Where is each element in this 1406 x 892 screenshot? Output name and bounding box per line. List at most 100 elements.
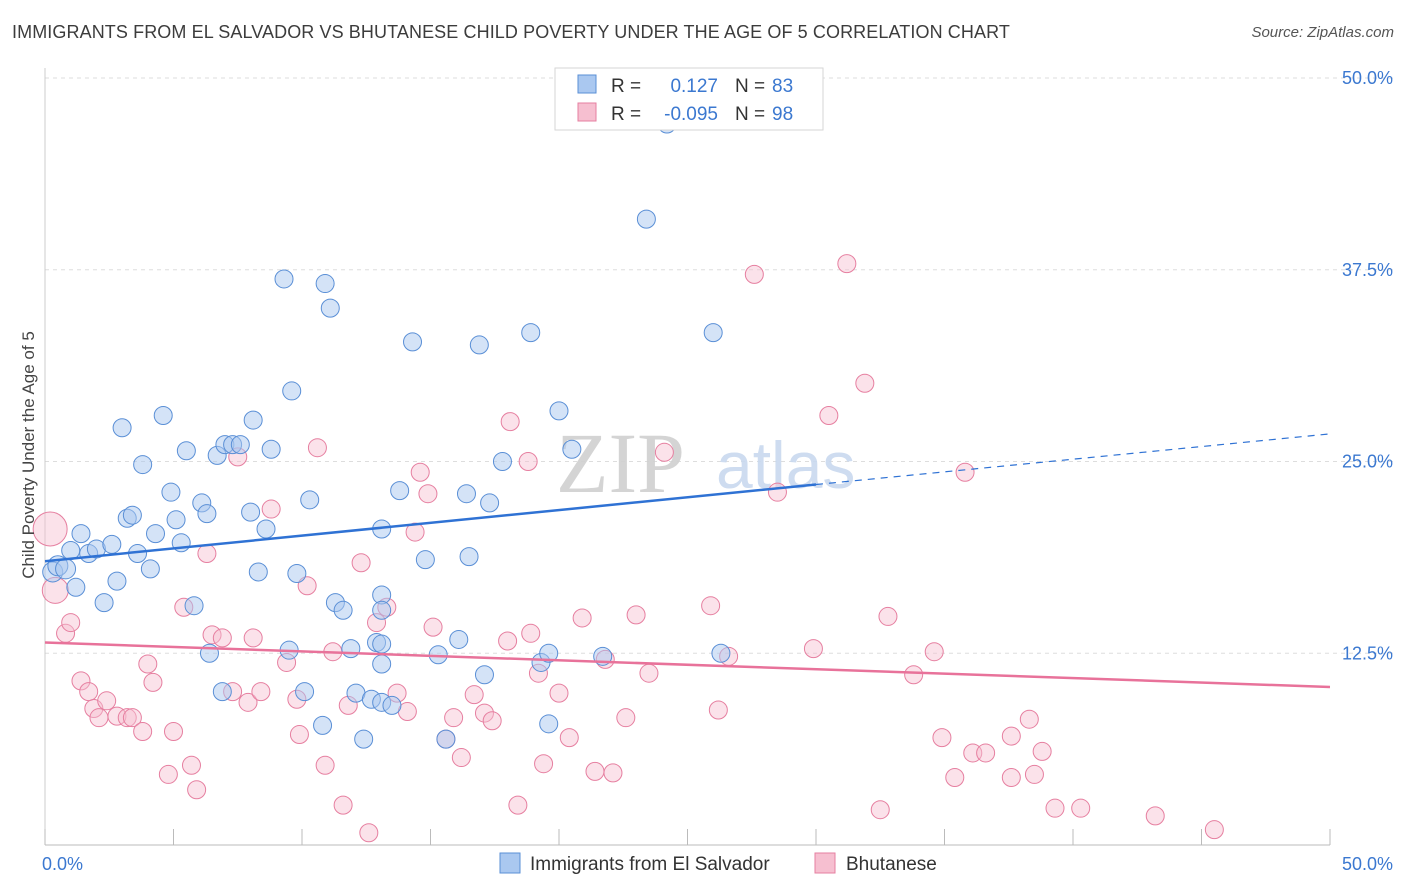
bhutanese-point [639, 663, 659, 683]
y-tick-label: 37.5% [1342, 260, 1393, 280]
el-salvador-point [146, 524, 166, 544]
el-salvador-point [166, 510, 186, 530]
el-salvador-point [449, 629, 469, 649]
el-salvador-point [315, 274, 335, 294]
el-salvador-point [436, 729, 456, 749]
el-salvador-point [282, 381, 302, 401]
bhutanese-point [1024, 764, 1044, 784]
bhutanese-point [1001, 726, 1021, 746]
bhutanese-point [837, 254, 857, 274]
el-salvador-point [55, 558, 77, 580]
el-salvador-point [71, 524, 91, 544]
bhutanese-point [243, 628, 263, 648]
y-tick-label: 25.0% [1342, 452, 1393, 472]
legend-n-value-1: 83 [772, 76, 793, 97]
bhutanese-point [855, 373, 875, 393]
el-salvador-point [197, 504, 217, 524]
el-salvador-point [153, 405, 173, 425]
series-legend-swatch-pink [814, 852, 836, 874]
series-legend-swatch-blue [499, 852, 521, 874]
bhutanese-point [61, 613, 81, 633]
el-salvador-point [415, 550, 435, 570]
tick-labels: 12.5% 25.0% 37.5% 50.0% 0.0% 50.0% [42, 68, 1393, 874]
watermark: ZIP atlas [556, 415, 855, 511]
bhutanese-point [508, 795, 528, 815]
bhutanese-point [744, 264, 764, 284]
bhutanese-points [32, 254, 1224, 843]
bhutanese-point [423, 617, 443, 637]
bhutanese-point [79, 682, 99, 702]
bhutanese-point [451, 748, 471, 768]
el-salvador-point [295, 682, 315, 702]
bhutanese-point [603, 763, 623, 783]
source-label: Source: ZipAtlas.com [1251, 24, 1394, 41]
bhutanese-point [870, 800, 890, 820]
trend-lines [44, 433, 1331, 689]
el-salvador-point [333, 600, 353, 620]
bhutanese-point [464, 685, 484, 705]
y-tick-label: 50.0% [1342, 68, 1393, 88]
el-salvador-point [230, 435, 250, 455]
bhutanese-point [518, 452, 538, 471]
el-salvador-point [372, 654, 392, 674]
el-salvador-point [320, 298, 340, 318]
legend-n-label-2: N = [735, 104, 765, 125]
bhutanese-point [289, 725, 309, 745]
el-salvador-point [184, 596, 204, 616]
el-salvador-point [341, 639, 361, 659]
el-salvador-point [313, 715, 333, 735]
el-salvador-point [241, 502, 261, 522]
el-salvador-point [256, 519, 276, 539]
el-salvador-point [112, 418, 132, 438]
x-tick-label: 0.0% [42, 854, 83, 874]
bhutanese-point [97, 691, 117, 711]
legend-r-value-1: 0.127 [670, 76, 718, 97]
el-salvador-point [248, 562, 268, 582]
el-salvador-point [274, 269, 294, 289]
bhutanese-point [654, 442, 674, 462]
bhutanese-point [1045, 798, 1065, 818]
el-salvador-point [469, 335, 489, 355]
bhutanese-point [521, 623, 541, 643]
watermark-zip: ZIP [556, 415, 685, 511]
el-salvador-point [212, 682, 232, 702]
bhutanese-point [297, 576, 317, 596]
bhutanese-point [107, 706, 127, 726]
stats-legend: R = 0.127 N = 83 R = -0.095 N = 98 [554, 67, 824, 131]
legend-r-value-2: -0.095 [664, 104, 718, 125]
bhutanese-point [819, 405, 839, 425]
el-salvador-point [456, 484, 476, 504]
el-salvador-trend-extension [815, 433, 1331, 486]
bhutanese-point [572, 608, 592, 628]
bhutanese-point [585, 761, 605, 781]
bhutanese-point [164, 721, 183, 741]
el-salvador-point [102, 534, 122, 554]
bhutanese-point [482, 711, 502, 731]
bhutanese-point [238, 692, 258, 712]
bhutanese-point [878, 606, 898, 626]
el-salvador-point [133, 455, 153, 475]
legend-swatch-pink [577, 102, 597, 122]
bhutanese-point [212, 628, 232, 648]
bhutanese-point [1032, 741, 1052, 761]
bhutanese-point [955, 462, 975, 482]
bhutanese-point [143, 672, 163, 692]
bhutanese-point [359, 823, 379, 843]
el-salvador-point [521, 323, 541, 343]
bhutanese-point [904, 665, 924, 685]
el-salvador-point [703, 323, 723, 343]
series-legend-label-1: Immigrants from El Salvador [530, 854, 770, 875]
legend-n-label-1: N = [735, 76, 765, 97]
bhutanese-point [71, 671, 91, 691]
bhutanese-point [405, 522, 425, 542]
bhutanese-point [315, 755, 335, 775]
el-salvador-point [562, 439, 582, 459]
bhutanese-point [701, 596, 721, 616]
el-salvador-point [300, 490, 320, 510]
el-salvador-point [459, 547, 479, 567]
bhutanese-point [1145, 806, 1165, 826]
el-salvador-point [492, 452, 512, 471]
el-salvador-point [140, 559, 160, 579]
bhutanese-point [122, 708, 142, 728]
